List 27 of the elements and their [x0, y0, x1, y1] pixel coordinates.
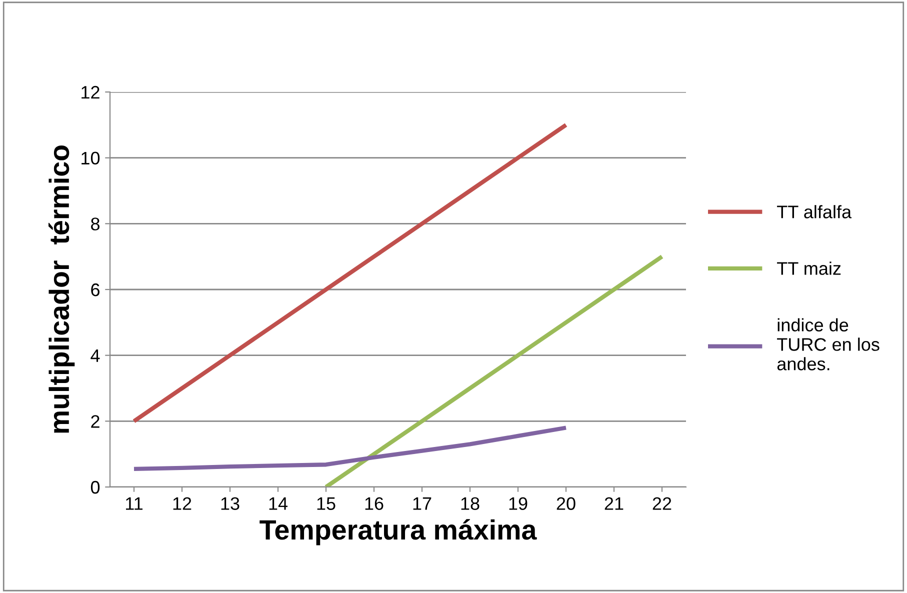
y-tick-label: 10	[82, 152, 100, 165]
line-series	[324, 254, 664, 487]
x-tick-label: 22	[652, 497, 672, 510]
x-tick-label: 13	[221, 497, 240, 510]
x-tick-label: 21	[604, 497, 624, 510]
x-axis-title: Temperatura máxima	[260, 519, 537, 546]
y-axis-title: multiplicador térmico	[48, 145, 75, 433]
line-series	[132, 426, 568, 471]
x-tick-label: 19	[509, 497, 528, 510]
y-tick-label: 8	[91, 218, 100, 230]
y-tick-label: 4	[90, 349, 100, 362]
x-tick-label: 15	[317, 497, 336, 510]
y-tick-label: 6	[91, 283, 100, 296]
y-tick-label: 0	[90, 480, 100, 494]
line-series	[132, 122, 568, 424]
x-tick-label: 18	[461, 497, 480, 510]
y-tick-label: 2	[91, 415, 100, 428]
y-tick-label: 12	[82, 86, 100, 99]
x-tick-label: 12	[173, 497, 192, 510]
x-tick-label: 11	[126, 497, 142, 510]
x-tick-label: 16	[365, 497, 384, 510]
legend-label: indice de TURC en los andes.	[777, 318, 880, 370]
x-tick-label: 14	[269, 497, 288, 510]
x-tick-label: 17	[413, 497, 432, 510]
legend-label: TT alfalfa	[777, 205, 852, 218]
x-tick-label: 20	[556, 497, 576, 510]
legend-label: TT maiz	[777, 262, 841, 275]
